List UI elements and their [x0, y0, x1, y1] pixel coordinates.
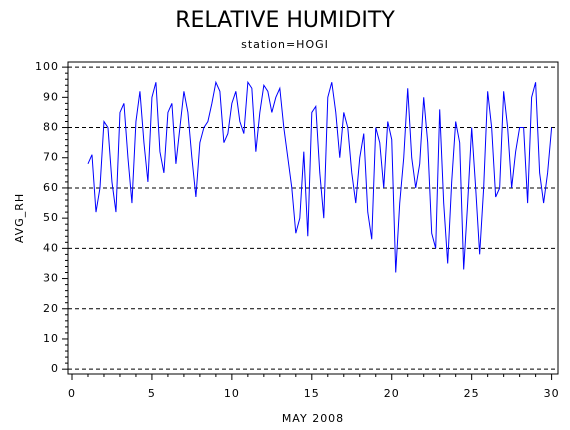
y-tick-label: 30: [43, 272, 59, 285]
y-tick-label: 50: [43, 211, 59, 224]
chart-title: RELATIVE HUMIDITY: [175, 8, 395, 33]
x-tick-label: 0: [68, 387, 76, 400]
x-tick-label: 10: [224, 387, 240, 400]
y-tick-label: 80: [43, 121, 59, 134]
x-tick-label: 25: [464, 387, 480, 400]
y-tick-label: 0: [51, 362, 59, 375]
x-tick-label: 15: [304, 387, 320, 400]
y-tick-label: 90: [43, 90, 59, 103]
x-tick-label: 30: [544, 387, 560, 400]
chart-subtitle: station=HOGI: [241, 38, 329, 51]
y-tick-label: 100: [35, 60, 59, 73]
x-tick-label: 20: [384, 387, 400, 400]
y-axis-label: AVG_RH: [13, 193, 26, 243]
y-tick-label: 10: [43, 332, 59, 345]
y-tick-label: 40: [43, 241, 59, 254]
y-tick-label: 70: [43, 151, 59, 164]
y-tick-label: 20: [43, 302, 59, 315]
y-tick-label: 60: [43, 181, 59, 194]
data-line: [87, 80, 553, 273]
x-axis-label: MAY 2008: [282, 412, 344, 425]
x-tick-label: 5: [148, 387, 156, 400]
